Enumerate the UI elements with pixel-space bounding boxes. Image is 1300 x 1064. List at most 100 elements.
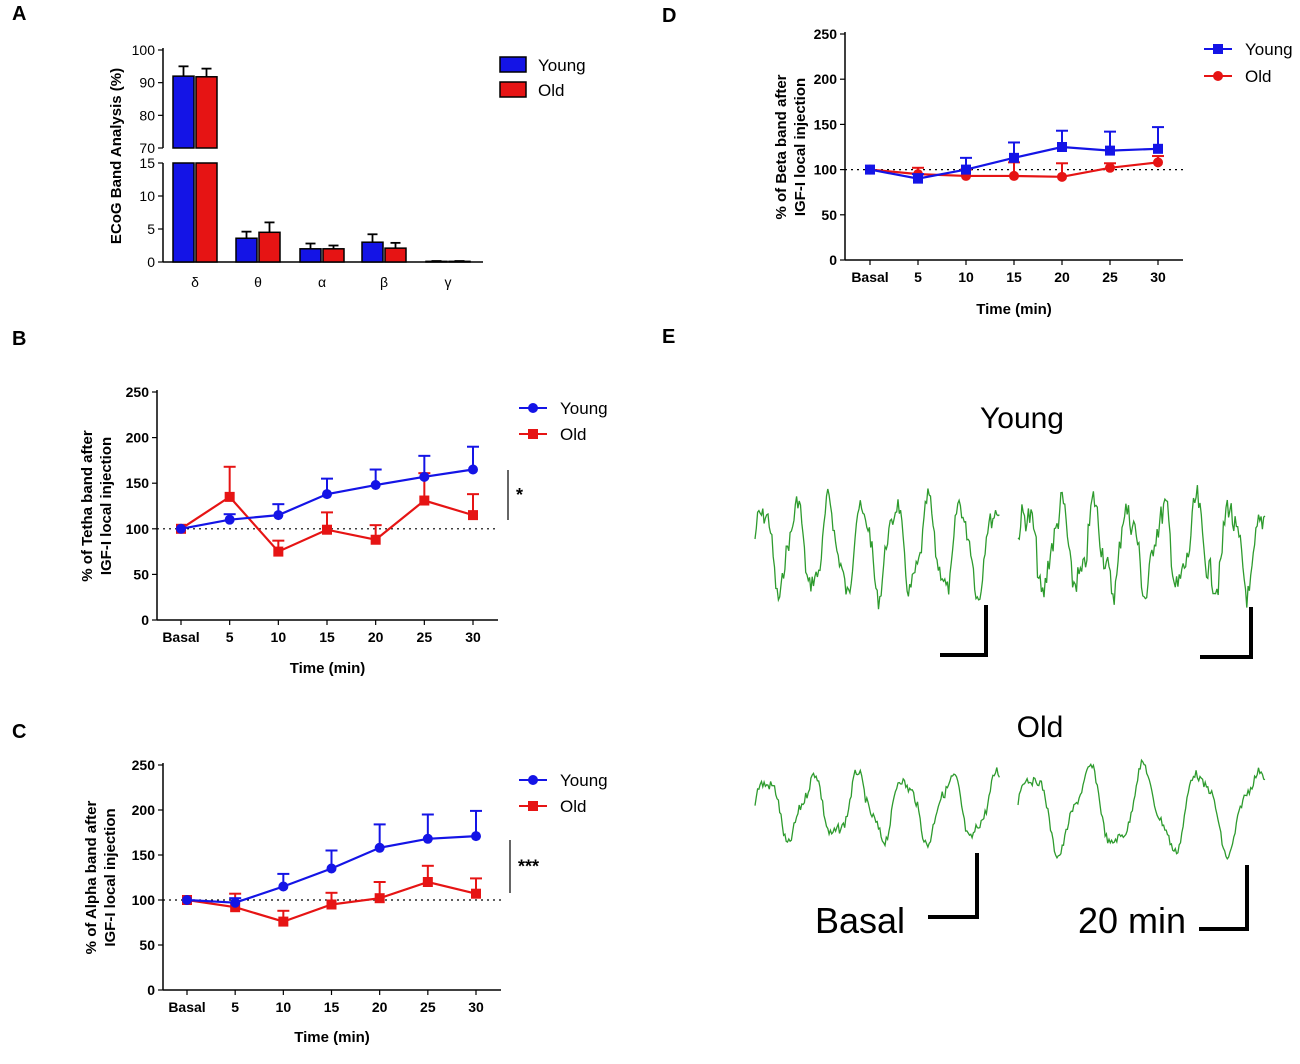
data-point-old <box>322 524 332 535</box>
data-point-young <box>913 173 923 184</box>
y-tick-label: 100 <box>814 162 838 178</box>
y-tick-label: 0 <box>147 982 155 998</box>
bar-young-upper <box>172 75 195 149</box>
bar-young-lower <box>172 162 195 263</box>
label-20min: 20 min <box>1078 900 1186 941</box>
eeg-trace-old-basal <box>754 767 1000 850</box>
panel-label-e: E <box>662 326 675 348</box>
x-tick-label: 15 <box>1006 269 1022 285</box>
y-tick-label: 200 <box>814 71 838 87</box>
legend-marker <box>1213 44 1223 54</box>
x-tick-label: 30 <box>465 629 481 645</box>
y-tick-label: 200 <box>132 802 156 818</box>
y-tick-label: 0 <box>141 612 149 628</box>
y-tick-label: 50 <box>139 937 155 953</box>
x-tick-label: 25 <box>420 999 436 1015</box>
data-point-old <box>1057 171 1067 182</box>
panel-label-a: A <box>12 3 26 25</box>
y-tick-label: 90 <box>139 75 155 91</box>
y-axis-title-line: % of Tetha band after <box>79 430 96 582</box>
panel-label-b: B <box>12 328 26 350</box>
y-tick-label: 80 <box>139 107 155 123</box>
scale-bar-old-basal <box>928 853 979 919</box>
data-point-young <box>471 831 481 842</box>
significance-marker: *** <box>518 857 539 877</box>
data-point-young <box>182 895 192 905</box>
data-point-old <box>1105 162 1115 173</box>
chart-c-alpha: 0 50 100 150 200 250 Basal 5 10 15 20 25 30 Time (min… <box>83 757 608 1046</box>
x-tick-label: β <box>380 274 388 290</box>
x-tick-label: 20 <box>368 629 384 645</box>
x-tick-label: 5 <box>231 999 239 1015</box>
data-point-young <box>278 881 289 892</box>
data-point-young <box>1105 145 1115 156</box>
x-tick-label: Basal <box>851 269 888 285</box>
x-tick-label: Basal <box>162 629 199 645</box>
data-point-young <box>230 897 241 908</box>
y-axis-title-line: % of Alpha band after <box>83 801 100 955</box>
legend-marker <box>528 429 538 439</box>
panel-e-traces: Young Old Basal 20 min <box>754 402 1266 941</box>
label-basal: Basal <box>815 900 905 941</box>
panel-label-c: C <box>12 721 26 743</box>
x-tick-label: 30 <box>468 999 484 1015</box>
data-point-young <box>865 164 875 175</box>
x-tick-label: 10 <box>958 269 974 285</box>
x-axis-title: Time (min) <box>290 660 366 677</box>
x-tick-label: 25 <box>1102 269 1118 285</box>
y-tick-label: 150 <box>132 847 156 863</box>
y-tick-label: 100 <box>132 892 156 908</box>
y-tick-label: 250 <box>814 26 838 42</box>
legend-label-old: Old <box>1245 67 1271 86</box>
legend-label-old: Old <box>538 81 564 100</box>
y-axis-title: % of Tetha band after IGF-I local injecti… <box>79 430 115 582</box>
scale-bar-young-basal <box>940 605 988 657</box>
chart-b-tetha: 0 50 100 150 200 250 Basal 5 10 15 20 25 30 Time (min… <box>79 384 608 677</box>
y-tick-label: 200 <box>126 430 150 446</box>
y-tick-label: 100 <box>126 521 150 537</box>
data-point-young <box>273 510 284 521</box>
eeg-trace-young-basal <box>754 488 1000 610</box>
x-tick-label: γ <box>445 274 452 290</box>
x-tick-label: 20 <box>372 999 388 1015</box>
data-point-old <box>468 510 478 521</box>
chart-d-beta: 0 50 100 150 200 250 Basal 5 10 15 20 25 30 Time (min… <box>773 26 1293 318</box>
legend-swatch <box>499 81 527 98</box>
data-point-young <box>422 833 433 844</box>
trace-title-old: Old <box>1017 711 1064 744</box>
x-tick-label: 10 <box>276 999 292 1015</box>
eeg-trace-young-20min <box>1017 485 1266 608</box>
bar-young <box>299 248 322 263</box>
x-tick-label: 30 <box>1150 269 1166 285</box>
x-tick-label: 15 <box>319 629 335 645</box>
legend-label-young: Young <box>560 771 608 790</box>
y-tick-label: 150 <box>126 475 150 491</box>
data-point-young <box>1153 143 1163 154</box>
data-point-old <box>1153 157 1163 168</box>
data-point-old <box>224 491 235 502</box>
bar-old <box>258 231 281 263</box>
data-point-young <box>419 471 430 482</box>
legend-label-young: Young <box>538 56 586 75</box>
data-point-young <box>370 480 381 491</box>
legend-marker <box>528 801 538 811</box>
x-tick-label: α <box>318 274 326 290</box>
legend-marker <box>528 403 538 413</box>
data-point-young <box>374 842 385 853</box>
chart-a-band-analysis: 70 80 90 100 0 5 10 15 ECoG Band Analysis (%) δ θ α… <box>108 42 586 290</box>
legend-label-old: Old <box>560 797 586 816</box>
bar-old-lower <box>195 162 218 263</box>
data-point-old <box>1009 170 1019 181</box>
data-point-old <box>422 877 433 887</box>
y-axis-title: % of Beta band after IGF-I local injectio… <box>773 74 809 219</box>
scale-bar-young-20min <box>1200 607 1253 659</box>
x-tick-label: 10 <box>271 629 287 645</box>
data-point-young <box>322 489 332 500</box>
data-point-young <box>224 514 235 525</box>
y-tick-label: 15 <box>139 155 155 171</box>
eeg-traces <box>754 485 1266 860</box>
bar-young <box>361 241 384 263</box>
y-axis-title: ECoG Band Analysis (%) <box>108 68 125 244</box>
data-point-young <box>468 464 478 475</box>
